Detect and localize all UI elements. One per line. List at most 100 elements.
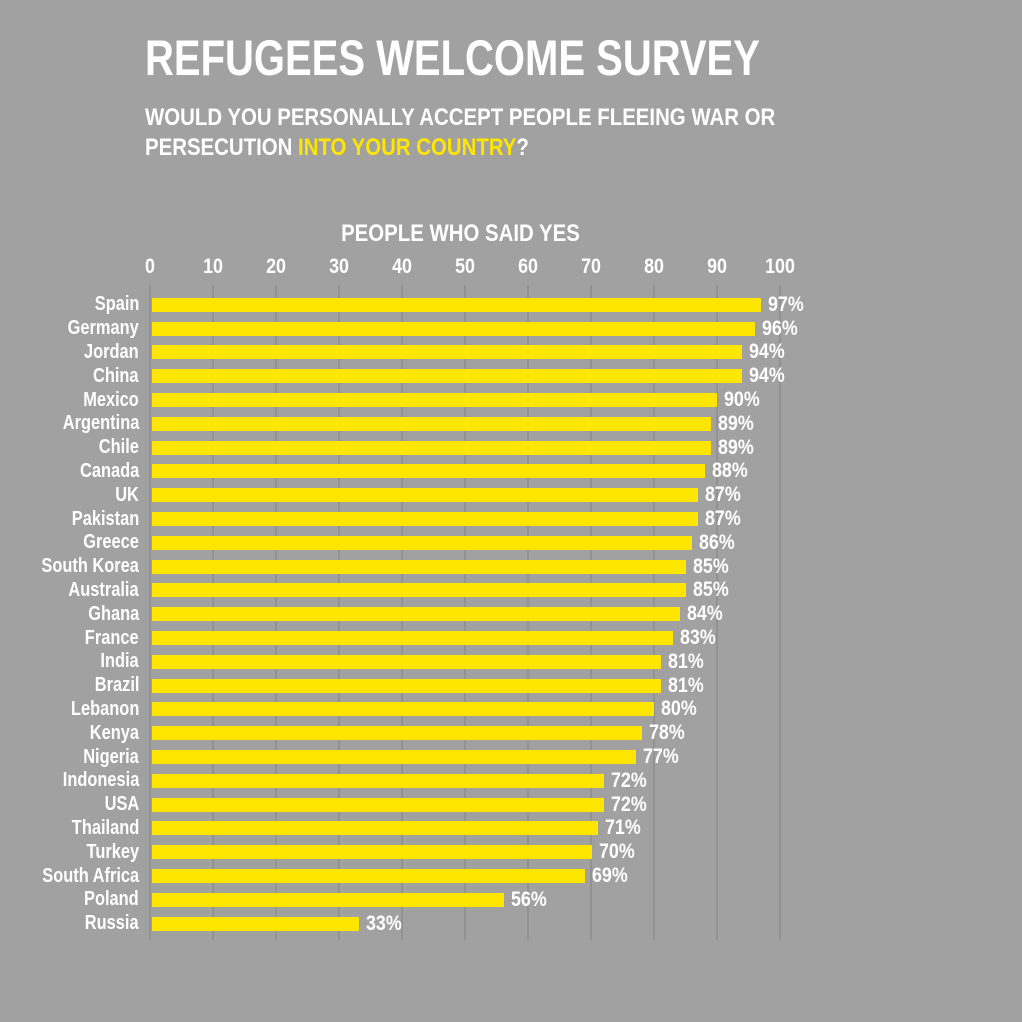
bar [152, 726, 642, 741]
country-label: Argentina [62, 412, 139, 435]
bar [152, 702, 655, 717]
x-axis: 0 10 20 30 40 50 60 70 80 90 100 [145, 255, 795, 279]
bar-track: 72% [145, 770, 780, 791]
gridline [779, 285, 781, 940]
bar-track: 56% [145, 889, 780, 910]
bar [152, 678, 661, 693]
bar [152, 416, 711, 431]
country-label: Lebanon [70, 697, 139, 720]
x-axis-tick: 100 [765, 255, 795, 278]
country-label-cell: Indonesia [5, 769, 145, 792]
bar [152, 440, 711, 455]
bar [152, 654, 661, 669]
bar-track: 94% [145, 341, 791, 362]
bar-row: Pakistan 87% [5, 507, 780, 531]
x-axis-tick: 90 [707, 255, 727, 278]
country-label-cell: South Korea [5, 555, 145, 578]
subtitle-highlight: INTO YOUR COUNTRY [298, 134, 517, 161]
bar-track: 89% [145, 413, 780, 434]
country-label: Germany [67, 317, 139, 340]
country-label: Ghana [87, 602, 139, 625]
bar-track: 70% [145, 841, 780, 862]
x-axis-tick: 50 [455, 255, 475, 278]
country-label-cell: Kenya [5, 722, 145, 745]
bar [152, 345, 743, 360]
poster-title: REFUGEES WELCOME SURVEY [145, 30, 760, 86]
bar-row: Turkey 70% [5, 840, 780, 864]
country-label: Thailand [71, 816, 139, 839]
country-label: Poland [84, 888, 139, 911]
bar-track: 71% [145, 817, 780, 838]
country-label-cell: Nigeria [5, 746, 145, 769]
bar-row: USA 72% [5, 793, 780, 817]
bar-track: 89% [145, 435, 780, 459]
bar-row: France 83% [5, 626, 780, 650]
bar-row: Mexico 90% [5, 388, 780, 412]
bar [152, 464, 705, 479]
bar-row: Argentina 89% [5, 412, 780, 436]
country-label-cell: Jordan [5, 341, 145, 364]
country-label-cell: China [5, 365, 145, 388]
gridline [716, 285, 718, 940]
country-label-cell: Russia [5, 912, 145, 935]
bar-track: 84% [145, 603, 780, 624]
country-label-cell: Ghana [5, 603, 145, 626]
bar [152, 631, 674, 646]
bar-value: 88% [711, 459, 748, 483]
x-axis-tick: 40 [392, 255, 412, 278]
bar-value: 69% [592, 864, 629, 888]
bar-row: China 94% [5, 364, 785, 388]
bar-value: 83% [680, 626, 716, 650]
country-label: Greece [83, 531, 139, 554]
country-label-cell: Greece [5, 531, 145, 554]
country-label-cell: Turkey [5, 841, 145, 864]
bar-value: 90% [724, 388, 760, 412]
bar-track: 33% [145, 913, 780, 934]
bar-row: Canada 88% [5, 460, 780, 484]
bar-track: 77% [145, 746, 780, 767]
bar-value: 89% [717, 435, 754, 459]
bar-row: Lebanon 80% [5, 698, 780, 722]
country-label: South Africa [42, 864, 139, 887]
bar [152, 821, 598, 836]
x-axis-tick: 20 [266, 255, 286, 278]
bar-row: Greece 86% [5, 531, 780, 555]
bar [152, 869, 586, 884]
bar-track: 86% [145, 530, 780, 554]
bar-value: 81% [667, 649, 704, 673]
country-label-cell: Poland [5, 888, 145, 911]
country-label-cell: Brazil [5, 674, 145, 697]
bar-row: Spain 97% [5, 293, 804, 317]
country-label-cell: Argentina [5, 412, 145, 435]
bar-value: 86% [699, 530, 735, 554]
bar-row: Jordan 94% [5, 341, 785, 365]
country-label-cell: USA [5, 793, 145, 816]
bar-row: Kenya 78% [5, 721, 780, 745]
country-label: Canada [79, 459, 139, 482]
country-label-cell: Pakistan [5, 508, 145, 531]
bar [152, 750, 636, 765]
bar-row: Indonesia 72% [5, 769, 780, 793]
country-label-cell: Mexico [5, 389, 145, 412]
header: REFUGEES WELCOME SURVEY WOULD YOU PERSON… [145, 33, 885, 163]
bar-track: 83% [145, 626, 780, 650]
bar-row: Russia 33% [5, 912, 780, 936]
country-label: France [85, 626, 139, 649]
bar [152, 369, 743, 384]
country-label-cell: India [5, 650, 145, 673]
subtitle-line2-prefix: PERSECUTION [145, 134, 299, 161]
bar-value: 97% [768, 292, 804, 316]
bar-track: 97% [145, 292, 810, 316]
bar-track: 88% [145, 459, 780, 483]
bar [152, 916, 360, 931]
bar [152, 583, 686, 598]
bar-track: 81% [145, 675, 780, 696]
bar-row: India 81% [5, 650, 780, 674]
country-label: USA [104, 793, 139, 816]
bar-value: 96% [761, 316, 798, 340]
bar-value: 87% [705, 507, 742, 531]
bar-row: Australia 85% [5, 579, 780, 603]
country-label-cell: Spain [5, 293, 145, 316]
bar-row: Thailand 71% [5, 817, 780, 841]
